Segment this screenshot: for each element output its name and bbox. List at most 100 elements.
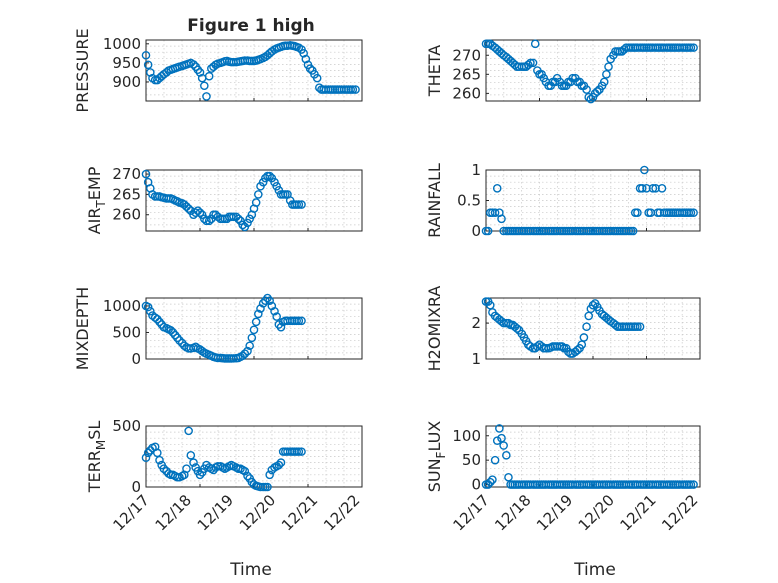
- y-tick-label: 270: [452, 46, 481, 64]
- y-axis-label: AIRTEMP: [85, 166, 108, 234]
- data-point: [141, 50, 151, 60]
- data-point: [602, 70, 611, 79]
- data-point: [173, 333, 182, 343]
- data-point: [584, 311, 594, 321]
- data-point: [240, 466, 250, 476]
- data-point: [274, 320, 284, 329]
- data-point: [483, 480, 493, 489]
- data-point: [483, 226, 493, 236]
- subplot-6: 1 2 H2OMIXRA: [425, 286, 701, 372]
- data-point: [243, 218, 252, 228]
- y-tick-label: 265: [452, 65, 481, 83]
- y-tick-label: 500: [112, 323, 141, 341]
- data-point: [492, 436, 502, 445]
- data-point: [640, 165, 649, 175]
- data-point: [146, 306, 155, 316]
- data-point: [299, 49, 308, 58]
- data-point: [497, 214, 506, 224]
- data-point: [229, 212, 238, 222]
- data-point: [197, 346, 207, 356]
- data-point: [588, 300, 598, 310]
- data-point: [635, 322, 645, 332]
- data-point: [297, 316, 306, 326]
- data-point: [312, 73, 322, 83]
- data-point: [294, 447, 304, 456]
- data-point: [247, 333, 257, 343]
- data-point: [272, 181, 281, 191]
- data-point: [234, 214, 243, 224]
- figure-title: Figure 1 high: [187, 16, 315, 36]
- y-tick-label: 2: [471, 314, 481, 332]
- y-tick-label: 265: [112, 185, 141, 203]
- data-point: [604, 62, 613, 71]
- data-point: [200, 81, 209, 91]
- data-point: [689, 208, 698, 217]
- y-axis-label: H2OMIXRA: [425, 286, 444, 372]
- data-point: [141, 169, 151, 179]
- data-point: [582, 85, 591, 94]
- data-point: [146, 68, 155, 77]
- data-point: [599, 77, 609, 87]
- y-axis-label: MIXDEPTH: [73, 287, 92, 370]
- data-point: [582, 322, 591, 332]
- data-point: [490, 455, 500, 465]
- data-point: [633, 322, 642, 332]
- data-point: [270, 177, 279, 187]
- data-point: [297, 447, 306, 456]
- y-tick-label: 1000: [103, 35, 141, 53]
- data-point: [143, 302, 153, 312]
- data-point: [197, 210, 207, 220]
- data-point: [202, 216, 211, 226]
- data-series: [481, 297, 645, 358]
- data-point: [143, 448, 153, 458]
- data-point: [204, 216, 214, 226]
- data-series: [141, 293, 306, 363]
- data-point: [485, 477, 495, 487]
- x-tick-label: 12/22: [658, 491, 701, 534]
- data-point: [189, 60, 198, 69]
- y-tick-label: 0: [471, 476, 481, 494]
- data-point: [272, 312, 281, 321]
- data-point: [579, 333, 589, 342]
- data-series: [481, 165, 698, 236]
- data-point: [238, 220, 247, 230]
- data-point: [191, 342, 200, 352]
- data-point: [495, 424, 504, 433]
- y-axis-label: THETA: [425, 45, 444, 97]
- data-point: [592, 87, 602, 96]
- data-point: [141, 453, 151, 463]
- data-point: [166, 326, 176, 335]
- data-point: [573, 345, 582, 355]
- data-point: [238, 351, 247, 361]
- data-point: [155, 317, 164, 327]
- x-tick-label: 12/20: [236, 491, 279, 534]
- data-point: [351, 85, 360, 94]
- data-point: [657, 183, 667, 193]
- data-point: [276, 458, 286, 467]
- y-tick-label: 260: [112, 206, 141, 224]
- data-point: [637, 183, 647, 193]
- data-point: [159, 464, 169, 474]
- subplot-4: 0 0.5 1 RAINFALL: [425, 161, 701, 240]
- data-point: [502, 450, 511, 460]
- data-point: [488, 475, 497, 484]
- data-point: [504, 472, 513, 482]
- x-tick-label: 12/22: [320, 491, 363, 534]
- data-point: [528, 58, 538, 68]
- x-tick-label: 12/18: [152, 491, 195, 534]
- data-point: [254, 309, 263, 319]
- data-series: [141, 426, 306, 492]
- data-point: [265, 470, 274, 480]
- x-tick-label: 12/21: [278, 491, 321, 534]
- data-point: [245, 341, 254, 351]
- data-point: [270, 306, 279, 316]
- y-axis-label: TERRMSL: [85, 421, 108, 494]
- data-point: [294, 316, 304, 326]
- data-point: [265, 171, 274, 181]
- data-point: [175, 336, 184, 345]
- data-series: [481, 39, 698, 104]
- data-point: [243, 346, 252, 356]
- data-point: [202, 92, 211, 101]
